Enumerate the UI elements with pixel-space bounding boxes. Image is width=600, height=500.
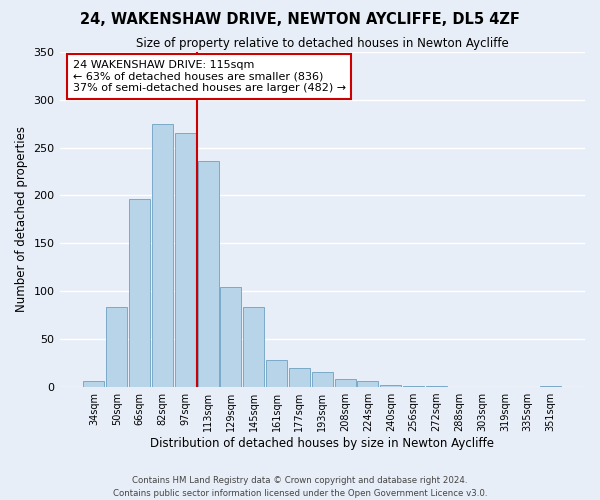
Bar — [266, 360, 287, 387]
Y-axis label: Number of detached properties: Number of detached properties — [15, 126, 28, 312]
Bar — [312, 372, 333, 387]
Bar — [175, 133, 196, 387]
Bar — [380, 385, 401, 387]
Text: 24, WAKENSHAW DRIVE, NEWTON AYCLIFFE, DL5 4ZF: 24, WAKENSHAW DRIVE, NEWTON AYCLIFFE, DL… — [80, 12, 520, 28]
Title: Size of property relative to detached houses in Newton Aycliffe: Size of property relative to detached ho… — [136, 38, 509, 51]
Bar — [403, 386, 424, 387]
Bar — [358, 382, 379, 387]
X-axis label: Distribution of detached houses by size in Newton Aycliffe: Distribution of detached houses by size … — [150, 437, 494, 450]
Bar — [289, 368, 310, 387]
Bar — [152, 124, 173, 387]
Bar — [426, 386, 447, 387]
Bar — [197, 161, 218, 387]
Bar — [335, 380, 356, 387]
Text: Contains HM Land Registry data © Crown copyright and database right 2024.
Contai: Contains HM Land Registry data © Crown c… — [113, 476, 487, 498]
Bar — [83, 382, 104, 387]
Text: 24 WAKENSHAW DRIVE: 115sqm
← 63% of detached houses are smaller (836)
37% of sem: 24 WAKENSHAW DRIVE: 115sqm ← 63% of deta… — [73, 60, 346, 94]
Bar — [129, 199, 150, 387]
Bar — [540, 386, 561, 387]
Bar — [243, 306, 264, 387]
Bar — [106, 306, 127, 387]
Bar — [220, 288, 241, 387]
